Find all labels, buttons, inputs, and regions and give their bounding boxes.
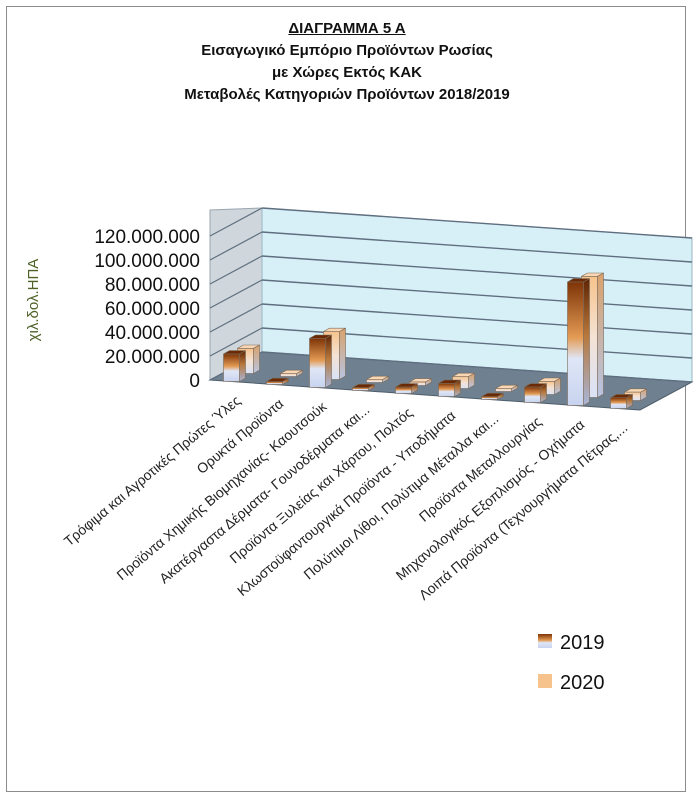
bar-2019 <box>395 383 418 395</box>
chart-title-line: με Χώρες Εκτός ΚΑΚ <box>272 64 422 81</box>
bar-2019-front <box>610 397 627 409</box>
bar-2019 <box>266 377 289 386</box>
bar-2019-front <box>524 386 541 403</box>
bar-2020-side <box>339 327 346 381</box>
bar-2019-front <box>481 396 498 400</box>
y-tick-label: 60.000.000 <box>105 299 200 320</box>
y-axis-label: χιλ.δολ.ΗΠΑ <box>25 259 42 342</box>
bar-2019-front <box>266 381 283 385</box>
bar-2020-side <box>253 344 260 375</box>
gridline <box>261 255 693 287</box>
bar-2019-front <box>309 337 326 388</box>
bar-2020-top <box>624 388 647 393</box>
bar-2019-top <box>266 377 289 382</box>
gridline <box>261 207 693 239</box>
bar-2019-front <box>223 353 240 382</box>
gridline-side <box>209 327 263 357</box>
y-tick-label: 40.000.000 <box>105 323 200 344</box>
bar-2019-top <box>395 383 418 388</box>
legend: 2019 2020 <box>538 632 605 694</box>
bar-2019 <box>610 393 633 410</box>
legend-label-2019: 2019 <box>560 632 605 654</box>
bar-2020-top <box>495 384 518 389</box>
bar-2019-top <box>223 350 246 355</box>
bar-2019-front <box>567 281 584 406</box>
legend-label-2020: 2020 <box>560 672 605 694</box>
bar-2020 <box>366 375 389 384</box>
chart-title-line: Μεταβολές Κατηγοριών Προϊόντων 2018/2019 <box>184 86 510 103</box>
chart-title-line: ΔΙΑΓΡΑΜΜΑ 5 Α <box>288 20 406 37</box>
y-tick-label: 120.000.000 <box>94 227 200 248</box>
gridline-side <box>209 231 263 261</box>
gridline <box>261 303 693 335</box>
gridline-side <box>209 255 263 285</box>
bar-2019-top <box>610 394 633 399</box>
chart-title: ΔΙΑΓΡΑΜΜΑ 5 Α Εισαγωγικό Εμπόριο Προϊόντ… <box>0 18 694 106</box>
bar-2020-top <box>452 372 475 377</box>
bar-2019 <box>352 383 375 392</box>
bar-2019-front <box>395 386 412 394</box>
bar-2020-side <box>597 272 604 399</box>
bar-2019 <box>567 278 590 407</box>
bar-2020-front <box>495 388 512 392</box>
bar-2020-top <box>280 369 303 374</box>
legend-swatch-2019 <box>538 634 552 648</box>
bar-2020-top <box>237 344 260 349</box>
gridline <box>261 279 693 311</box>
y-tick-label: 100.000.000 <box>94 251 200 272</box>
y-tick-label: 0 <box>189 371 200 392</box>
legend-swatch-2020 <box>538 674 552 688</box>
bar-2019-front <box>438 382 455 397</box>
bar-2020-top <box>581 272 604 277</box>
x-tick-label: Προϊόντα Χημικής Βιομηχανίας- Καουτσούκ <box>113 398 330 584</box>
bar-2019-top <box>481 392 504 397</box>
bar-2019-top <box>567 278 590 283</box>
bar-2019-front <box>352 387 369 391</box>
bar-2020-top <box>409 378 432 383</box>
bar-2019 <box>438 379 461 398</box>
bar-2020-top <box>538 377 561 382</box>
bar-2020 <box>495 384 518 393</box>
bar-2019-side <box>239 350 246 383</box>
bar-2019 <box>481 392 504 401</box>
bar-2019-top <box>309 334 332 339</box>
y-tick-label: 20.000.000 <box>105 347 200 368</box>
chart-title-line: Εισαγωγικό Εμπόριο Προϊόντων Ρωσίας <box>201 42 493 59</box>
bar-2020-top <box>323 327 346 332</box>
x-tick-label: Κλωστοϋφαντουργικά Προϊόντα - Υποδήματα <box>234 407 458 599</box>
bar-2020-top <box>366 375 389 380</box>
bar-2019-top <box>524 383 547 388</box>
bar-2019 <box>223 350 246 383</box>
bar-2020 <box>280 369 303 378</box>
bar-2019-side <box>583 278 590 407</box>
gridline-side <box>209 303 263 333</box>
bar-2019 <box>309 334 332 389</box>
bar-2019-top <box>352 383 375 388</box>
bar-2019-side <box>325 334 332 389</box>
gridline-side <box>209 279 263 309</box>
bar-2019 <box>524 383 547 404</box>
bar-2020-front <box>366 379 383 383</box>
y-tick-label: 80.000.000 <box>105 275 200 296</box>
bar-2020-front <box>280 373 297 377</box>
gridline <box>261 231 693 263</box>
gridline-side <box>209 207 263 237</box>
bar-2019-top <box>438 379 461 384</box>
